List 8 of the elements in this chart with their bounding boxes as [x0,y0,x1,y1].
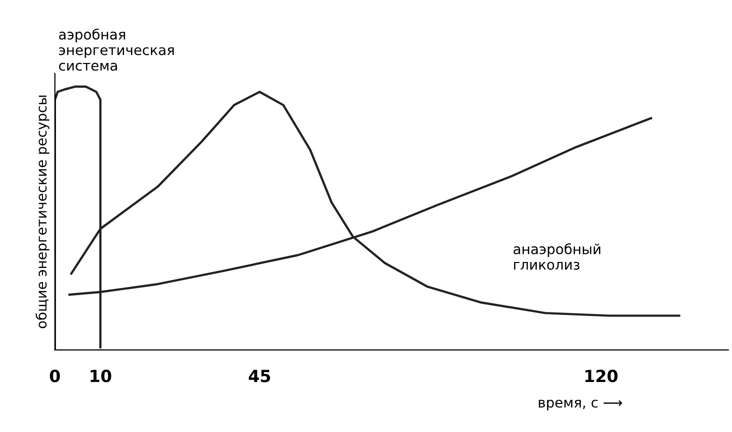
x-tick-label: 120 [585,370,618,382]
text: аэробная энергетическая система [59,28,174,71]
annotation: анаэробный гликолиз [514,243,600,270]
x-axis-title: время, с ⟶ [538,400,622,410]
y-axis-title: общие энергетические ресурсы [36,96,50,328]
x-tick-label: 10 [90,370,112,382]
x-tick-label: 0 [50,370,60,382]
x-tick-label: 45 [248,370,270,382]
